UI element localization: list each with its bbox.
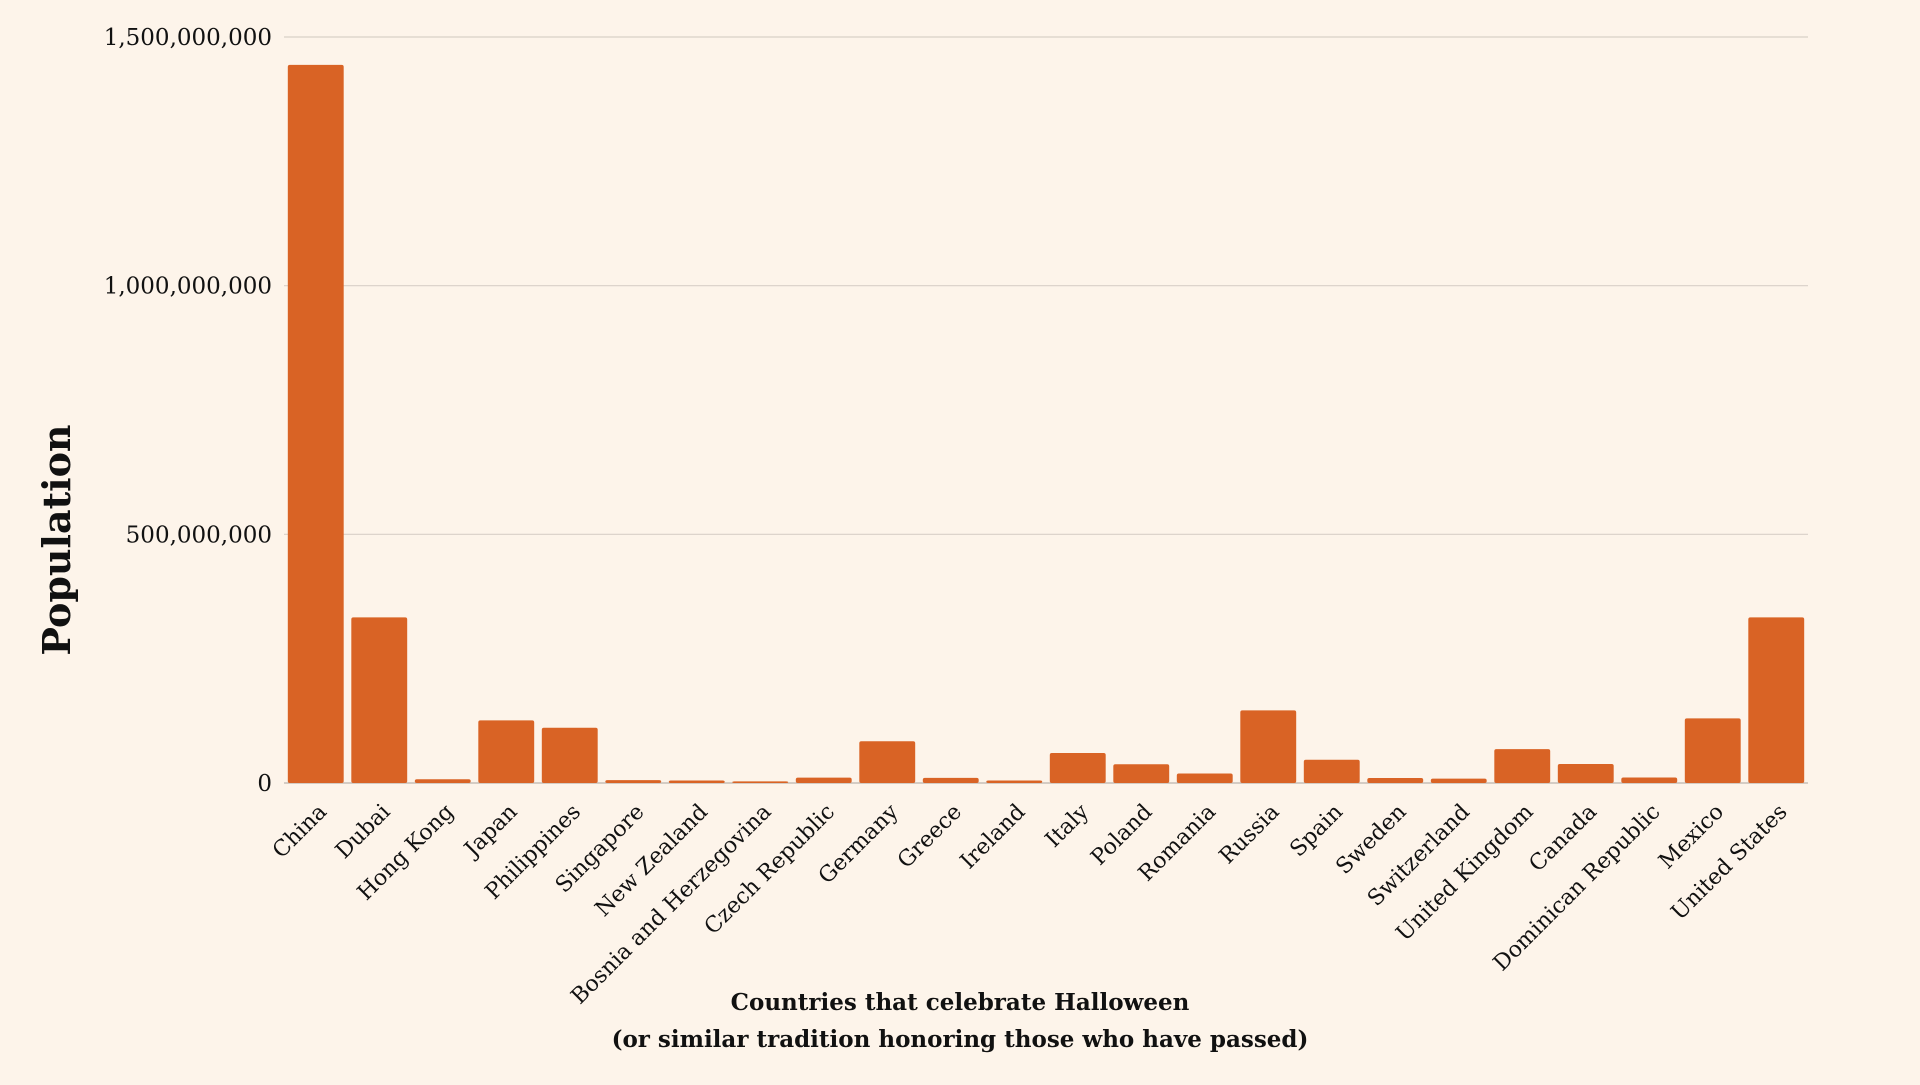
- bar-japan: [478, 720, 535, 783]
- bar-greece: [922, 777, 979, 783]
- bar-dubai: [351, 617, 408, 783]
- bar-united-kingdom: [1494, 749, 1551, 783]
- bar-canada: [1557, 764, 1614, 783]
- bar-spain: [1303, 759, 1360, 783]
- x-tick-label: Spain: [1285, 800, 1348, 863]
- bar-hong-kong: [414, 779, 471, 783]
- bar-poland: [1113, 764, 1170, 783]
- x-tick-label: Italy: [1041, 799, 1095, 853]
- x-tick-label: United States: [1667, 800, 1793, 926]
- y-tick-label: 500,000,000: [126, 522, 272, 548]
- bar-romania: [1176, 773, 1233, 783]
- bar-russia: [1240, 710, 1297, 783]
- y-tick-label: 0: [257, 771, 272, 797]
- bar-bosnia-and-herzegovina: [732, 781, 789, 783]
- bars: [287, 64, 1805, 784]
- x-tick-label: Greece: [893, 800, 967, 874]
- gridlines: [284, 36, 1808, 784]
- x-tick-label: New Zealand: [591, 800, 713, 922]
- bar-philippines: [541, 727, 598, 783]
- bar-germany: [859, 741, 916, 783]
- bar-sweden: [1367, 777, 1424, 783]
- bar-dominican-republic: [1621, 777, 1678, 783]
- x-tick-label: Russia: [1215, 800, 1285, 870]
- bar-mexico: [1684, 718, 1741, 783]
- x-axis-title-line-2: (or similar tradition honoring those who…: [612, 1026, 1309, 1053]
- bar-singapore: [605, 780, 662, 783]
- bar-united-states: [1748, 617, 1805, 783]
- bar-czech-republic: [795, 777, 852, 783]
- x-tick-label: Ireland: [956, 800, 1031, 875]
- y-axis-title: Population: [34, 424, 79, 655]
- bar-italy: [1049, 752, 1106, 783]
- x-axis-title-line-1: Countries that celebrate Halloween: [731, 989, 1190, 1016]
- x-tick-label: China: [268, 800, 332, 864]
- y-tick-label: 1,500,000,000: [104, 25, 272, 51]
- bar-ireland: [986, 780, 1043, 783]
- bar-china: [287, 64, 344, 784]
- y-axis-ticks: 0 500,000,000 1,000,000,000 1,500,000,000: [104, 25, 272, 797]
- bar-switzerland: [1430, 778, 1487, 783]
- y-tick-label: 1,000,000,000: [104, 274, 272, 300]
- bar-new-zealand: [668, 780, 725, 783]
